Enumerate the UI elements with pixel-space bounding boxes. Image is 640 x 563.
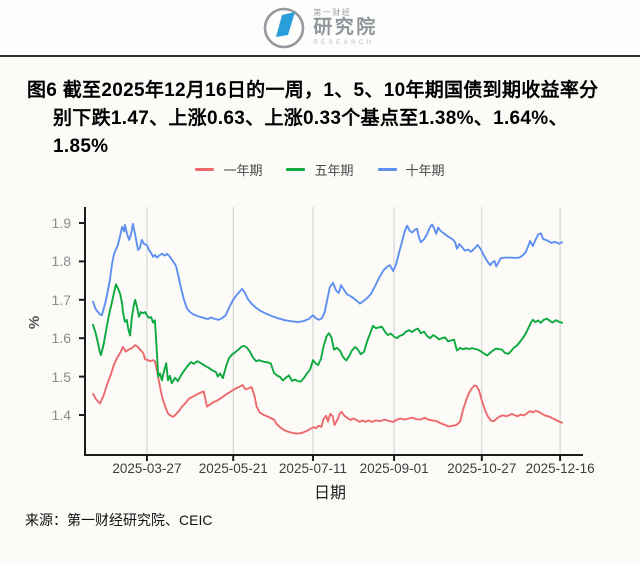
y-tick-label: 1.4 [51,407,71,423]
brand-name-latin: RESEARCH [313,40,375,46]
legend-item: 一年期 [195,160,262,179]
line-chart-plot [79,207,583,461]
x-tick-label: 2025-07-11 [278,461,347,476]
x-tick-label: 2025-12-16 [525,461,595,476]
legend-label: 五年期 [314,163,354,178]
brand-logo: 第一财经 研究院 RESEARCH [262,6,378,50]
chart-legend: 一年期 五年期 十年期 [0,160,640,179]
x-axis-label: 日期 [313,485,346,502]
x-tick-label: 2025-03-27 [112,461,182,476]
y-tick-label: 1.7 [51,291,71,308]
header: 第一财经 研究院 RESEARCH [0,0,640,55]
source-note: 来源：第一财经研究院、CEIC [25,512,213,528]
legend-item: 五年期 [286,160,354,179]
y-axis-label: % [26,315,44,330]
figure-title-line-3: 1.85% [53,136,109,157]
legend-line-swatch [195,168,215,171]
x-tick-label: 2025-05-21 [198,461,268,476]
legend-line-swatch [377,168,397,171]
brand-name-small: 第一财经 [313,8,352,17]
legend-label: 一年期 [223,163,263,178]
y-tick-label: 1.5 [51,368,71,385]
header-divider [0,55,640,57]
figure-title: 图6 截至2025年12月16日的一周，1、5、10年期国债到期收益率分 别下跌… [27,77,619,161]
x-tick-label: 2025-09-01 [359,461,429,476]
y-tick-label: 1.9 [51,215,71,231]
brand-logo-icon [263,7,305,48]
brand-name-main: 研究院 [313,17,378,38]
legend-line-swatch [286,168,306,171]
y-tick-label: 1.8 [51,253,71,270]
x-tick-label: 2025-10-27 [447,461,517,476]
y-tick-label: 1.6 [51,330,71,347]
figure-title-line-1: 图6 截至2025年12月16日的一周，1、5、10年期国债到期收益率分 [27,80,599,101]
brand-logo-text: 第一财经 研究院 RESEARCH [313,8,378,47]
legend-item: 十年期 [377,160,445,179]
legend-label: 十年期 [405,163,445,178]
figure-title-line-2: 别下跌1.47、上涨0.63、上涨0.33个基点至1.38%、1.64%、 [53,108,568,129]
